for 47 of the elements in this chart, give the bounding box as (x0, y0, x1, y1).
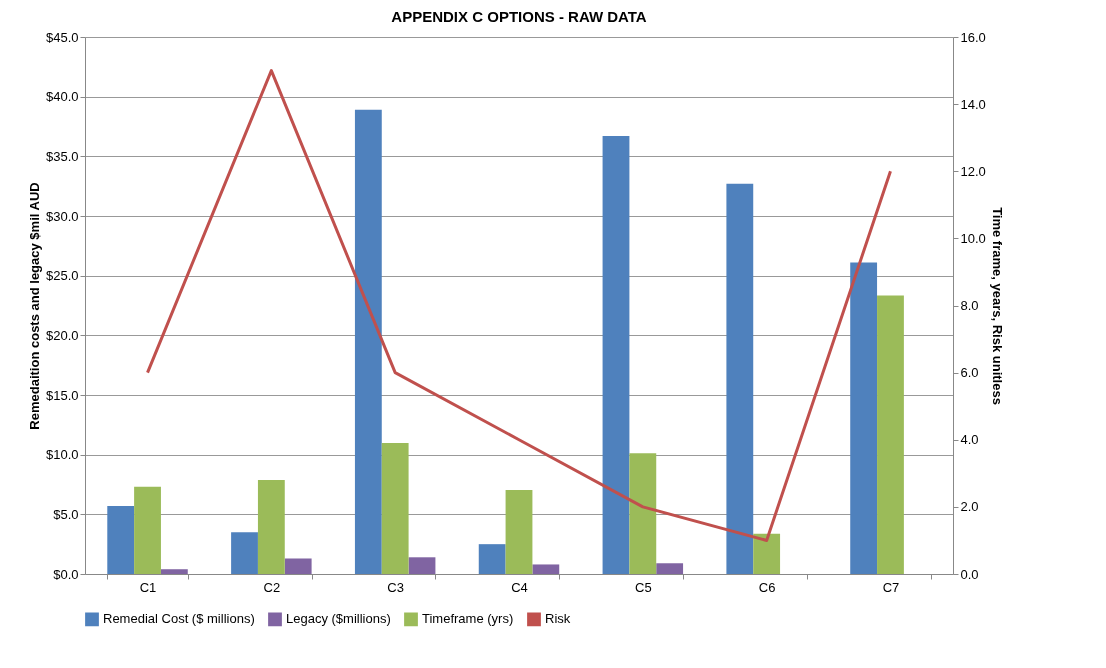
chart-title: APPENDIX C OPTIONS - RAW DATA (391, 8, 647, 25)
y2-tick-label: 14.0 (960, 96, 986, 112)
y2-tick-label: 16.0 (960, 29, 986, 45)
y2-tick-label: 12.0 (960, 163, 986, 179)
y2-axis-title: Time frame, years, Risk unitless (989, 207, 1005, 405)
bar (505, 490, 533, 574)
y2-tick-label: 10.0 (960, 230, 986, 246)
x-tick-label: C5 (635, 579, 652, 595)
bar (532, 564, 560, 574)
bar (354, 109, 382, 574)
y-tick-label: $0.0 (53, 566, 79, 582)
bar (284, 558, 312, 574)
bar (408, 557, 436, 574)
x-tick-label: C4 (511, 579, 528, 595)
legend-label: Remedial Cost ($ millions) (103, 611, 255, 627)
bar (381, 443, 409, 574)
y-tick-label: $35.0 (45, 148, 79, 164)
y2-tick-label: 4.0 (960, 432, 979, 448)
bar (257, 480, 285, 574)
legend-label: Risk (545, 611, 571, 627)
y-tick-label: $10.0 (45, 447, 79, 463)
x-tick-label: C1 (139, 579, 157, 595)
bar (656, 563, 684, 574)
legend-label: Timeframe (yrs) (422, 611, 514, 627)
y-tick-label: $5.0 (53, 506, 79, 522)
y-tick-label: $25.0 (45, 268, 79, 284)
y-axis-title: Remedaition costs and legacy $mil AUD (26, 182, 42, 430)
y2-tick-label: 8.0 (960, 298, 979, 313)
x-tick-label: C3 (387, 579, 404, 595)
y-tick-label: $45.0 (45, 29, 79, 45)
bar (629, 453, 657, 574)
legend-label: Legacy ($millions) (286, 611, 391, 627)
y2-tick-label: 2.0 (960, 499, 979, 515)
y2-tick-label: 0.0 (960, 566, 979, 582)
y-tick-label: $30.0 (45, 208, 79, 224)
x-tick-label: C2 (263, 579, 281, 595)
bar (753, 533, 781, 574)
bar (160, 569, 188, 574)
y-tick-label: $15.0 (45, 387, 79, 403)
line-series (146, 69, 892, 542)
y2-tick-label: 6.0 (960, 365, 979, 381)
y-tick-label: $20.0 (45, 327, 79, 343)
y-tick-label: $40.0 (45, 89, 79, 105)
bar (726, 183, 754, 574)
x-tick-label: C7 (882, 579, 900, 595)
x-tick-label: C6 (758, 579, 776, 595)
bar (602, 136, 630, 574)
